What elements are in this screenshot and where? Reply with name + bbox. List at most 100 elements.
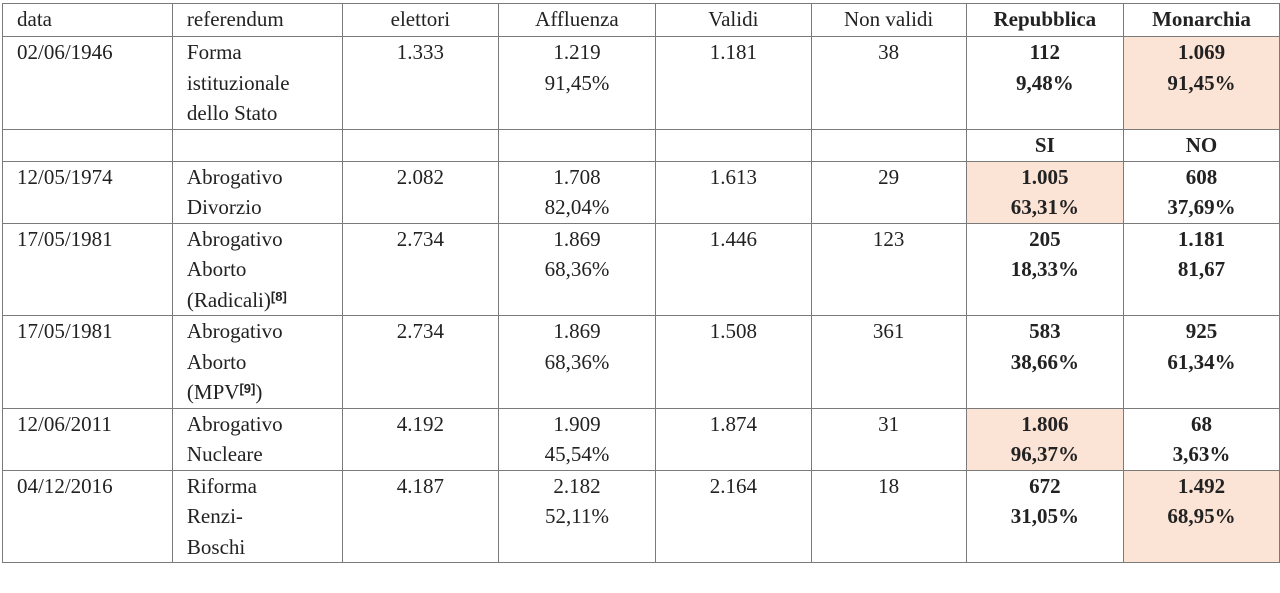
subheader-si: SI: [965, 128, 1124, 162]
elettori-value: 2.734: [396, 319, 445, 343]
result-b-percent: 81,67: [1177, 257, 1226, 281]
affluenza-count: 1.869: [553, 226, 601, 251]
referendum-text-tail: ): [255, 380, 263, 404]
result-b-cell: 1.181 81,67: [1122, 222, 1280, 316]
result-a-count: 672: [1029, 473, 1061, 498]
result-b-count: 1.492: [1177, 473, 1226, 498]
date-text: 12/05/1974: [17, 164, 113, 189]
subheader-row: SI NO: [2, 128, 1280, 162]
subheader-si-label: SI: [1034, 132, 1055, 157]
result-b-percent: 3,63%: [1172, 442, 1231, 466]
affluenza-count: 2.182: [553, 473, 601, 498]
date-cell: 17/05/1981: [2, 222, 173, 316]
elettori-value: 1.333: [396, 40, 445, 64]
header-non-validi-label: Non validi: [844, 7, 934, 31]
result-a-cell: 112 9,48%: [965, 36, 1124, 130]
empty-cell: [655, 128, 812, 162]
result-b-cell: 608 37,69%: [1122, 160, 1280, 224]
result-b-count: 925: [1185, 319, 1218, 343]
non-validi-value: 29: [878, 164, 900, 189]
affluenza-percent: 68,36%: [544, 349, 610, 374]
footnote-ref[interactable]: [8]: [270, 288, 287, 304]
date-text: 02/06/1946: [17, 40, 113, 64]
header-data-label: data: [17, 7, 52, 31]
affluenza-percent: 68,36%: [544, 257, 610, 281]
referendum-line: (MPV[9]): [186, 377, 342, 407]
header-affluenza-label: Affluenza: [535, 7, 619, 31]
result-a-percent: 63,31%: [1010, 195, 1079, 219]
validi-value: 2.164: [709, 473, 757, 498]
table-body: data referendum elettori Affluenza Valid…: [2, 3, 1280, 563]
referendum-cell: Abrogativo Aborto (MPV[9]): [171, 315, 344, 409]
affluenza-count: 1.909: [553, 411, 601, 436]
referendum-line: Abrogativo: [186, 411, 283, 436]
result-b-percent: 37,69%: [1167, 195, 1236, 219]
table-row: 02/06/1946 Forma istituzionale dello Stato 1…: [2, 36, 1280, 130]
affluenza-count: 1.219: [553, 40, 601, 64]
referendum-text: (MPV: [186, 380, 240, 404]
date-text: 17/05/1981: [17, 226, 113, 251]
footnote-ref[interactable]: [9]: [239, 381, 256, 396]
table-row: 17/05/1981 Abrogativo Aborto (MPV[9]) 2.734 1…: [2, 315, 1280, 409]
non-validi-cell: 123: [810, 222, 967, 316]
result-b-percent: 68,95%: [1167, 504, 1236, 528]
validi-cell: 1.181: [655, 36, 812, 130]
non-validi-value: 38: [878, 40, 900, 64]
affluenza-cell: 1.869 68,36%: [497, 315, 657, 409]
result-a-cell: 672 31,05%: [965, 469, 1124, 563]
elettori-value: 2.734: [396, 226, 445, 251]
result-b-count: 608: [1185, 164, 1218, 189]
date-text: 04/12/2016: [17, 473, 113, 498]
referendum-line: Abrogativo: [186, 319, 283, 343]
elettori-cell: 2.734: [342, 315, 499, 409]
referendum-line: (Radicali)[8]: [187, 285, 342, 315]
result-a-cell: 1.806 96,37%: [965, 407, 1124, 471]
table-row: 04/12/2016 Riforma Renzi- Boschi 4.187 2.182 5…: [2, 469, 1280, 563]
result-a-percent: 18,33%: [1010, 257, 1079, 281]
validi-cell: 2.164: [655, 469, 812, 563]
result-a-count: 205: [1029, 226, 1061, 251]
affluenza-count: 1.869: [553, 319, 601, 343]
affluenza-cell: 1.708 82,04%: [497, 160, 657, 224]
result-b-cell: 68 3,63%: [1122, 407, 1280, 471]
referendum-cell: Abrogativo Divorzio: [171, 160, 344, 224]
elettori-cell: 2.082: [342, 160, 499, 224]
validi-value: 1.446: [709, 226, 757, 251]
empty-cell: [810, 128, 967, 162]
validi-value: 1.874: [709, 411, 757, 436]
referendum-line: Renzi-: [186, 504, 243, 528]
empty-cell: [2, 128, 173, 162]
referendum-table: data referendum elettori Affluenza Valid…: [2, 3, 1280, 563]
affluenza-cell: 1.869 68,36%: [497, 222, 657, 316]
referendum-cell: Abrogativo Aborto (Radicali)[8]: [171, 222, 344, 316]
referendum-line: Boschi: [186, 534, 246, 559]
result-b-percent: 61,34%: [1167, 349, 1236, 374]
header-non-validi: Non validi: [810, 3, 967, 37]
affluenza-percent: 91,45%: [544, 70, 610, 95]
referendum-line: Aborto: [186, 257, 247, 281]
header-repubblica: Repubblica: [965, 3, 1124, 37]
result-b-cell: 1.069 91,45%: [1122, 36, 1280, 130]
non-validi-cell: 31: [810, 407, 967, 471]
date-text: 17/05/1981: [17, 319, 113, 343]
validi-value: 1.181: [709, 40, 757, 64]
affluenza-cell: 1.219 91,45%: [497, 36, 657, 130]
result-a-count: 1.005: [1021, 164, 1069, 189]
non-validi-value: 361: [872, 319, 905, 343]
elettori-cell: 4.192: [342, 407, 499, 471]
referendum-line: Divorzio: [186, 195, 262, 219]
validi-value: 1.508: [709, 319, 757, 343]
elettori-cell: 4.187: [342, 469, 499, 563]
header-affluenza: Affluenza: [497, 3, 657, 37]
result-a-cell: 205 18,33%: [965, 222, 1124, 316]
referendum-line: Abrogativo: [186, 164, 283, 189]
result-a-percent: 31,05%: [1010, 504, 1079, 528]
elettori-cell: 1.333: [342, 36, 499, 130]
non-validi-value: 18: [878, 473, 900, 498]
elettori-value: 4.187: [396, 473, 445, 498]
result-a-percent: 96,37%: [1010, 442, 1079, 466]
result-a-cell: 1.005 63,31%: [965, 160, 1124, 224]
date-cell: 02/06/1946: [2, 36, 173, 130]
header-elettori-label: elettori: [390, 7, 451, 31]
empty-cell: [171, 128, 344, 162]
